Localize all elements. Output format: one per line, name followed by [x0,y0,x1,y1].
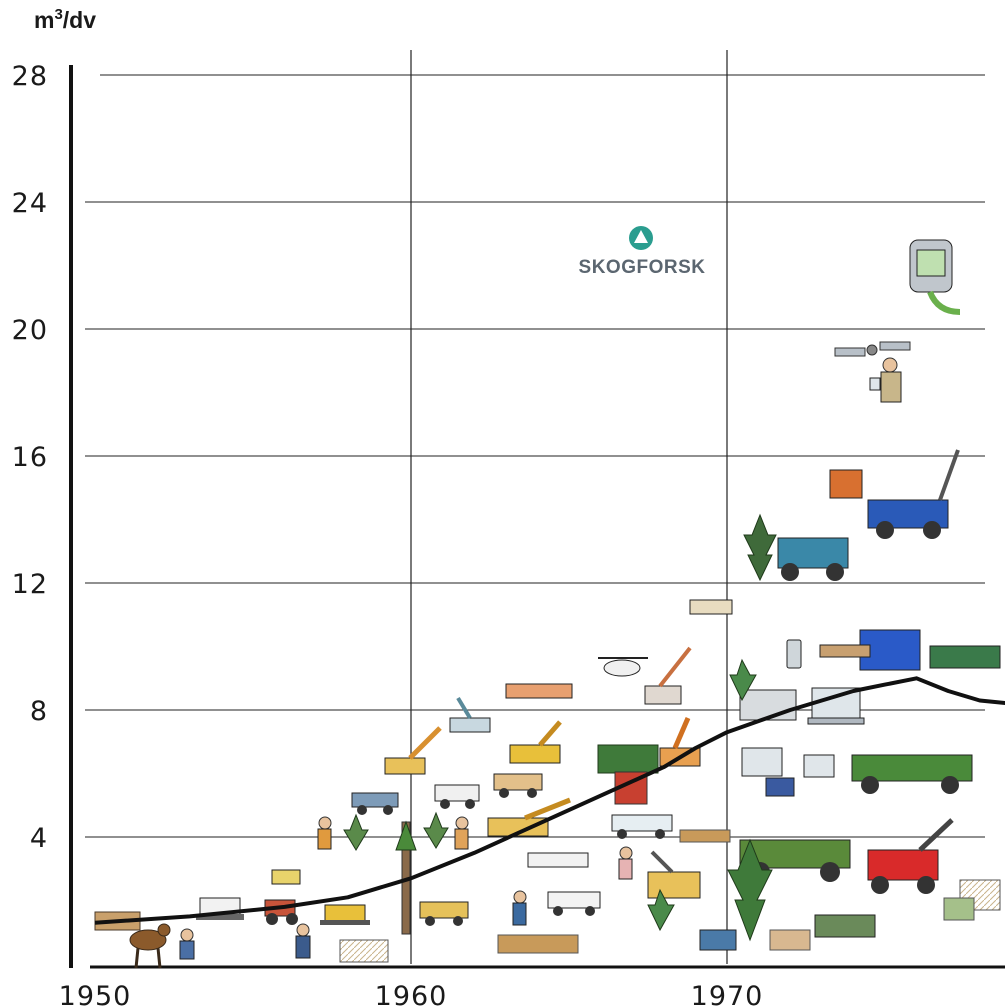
computer-terminal-icon [741,469,863,797]
y-tick-label: 16 [12,442,48,473]
log-truck-icon [351,773,673,926]
harvester-icon [699,449,1001,951]
illustrations [94,239,1001,969]
helicopter-icon [598,657,648,677]
y-tick-label: 20 [12,315,48,346]
x-tick-label: 1960 [375,981,448,1008]
y-tick-label: 12 [12,569,48,600]
axes [69,65,1005,969]
y-tick-label: 24 [12,188,48,219]
y-tick-label: 4 [30,823,48,854]
skogforsk-logo: SKOGFORSK [579,226,706,278]
mobile-phone-icon [786,639,802,669]
series-points [94,678,980,923]
gps-handheld-icon [869,357,902,403]
gridlines [85,50,985,964]
y-axis-label: m3/dv [34,6,96,33]
logo-triangle-icon [634,230,648,243]
series-line [94,676,1005,925]
y-tick-label: 28 [12,61,48,92]
satellite-icon [834,341,911,357]
x-tick-labels: 195019601970198019902000 [59,981,764,1008]
logo-text: SKOGFORSK [579,257,706,278]
spruce-tree-icon [343,513,777,942]
x-tick-label: 1970 [691,981,764,1008]
log-pile-icon [339,771,1001,963]
pda-device-icon [909,239,961,315]
y-tick-label: 8 [30,696,48,727]
x-tick-label: 1950 [59,981,132,1008]
laptop-icon [739,687,865,725]
y-tick-labels: 4 8 12 16 20 24 28 [12,61,48,854]
lumberjack-icon [179,816,633,960]
